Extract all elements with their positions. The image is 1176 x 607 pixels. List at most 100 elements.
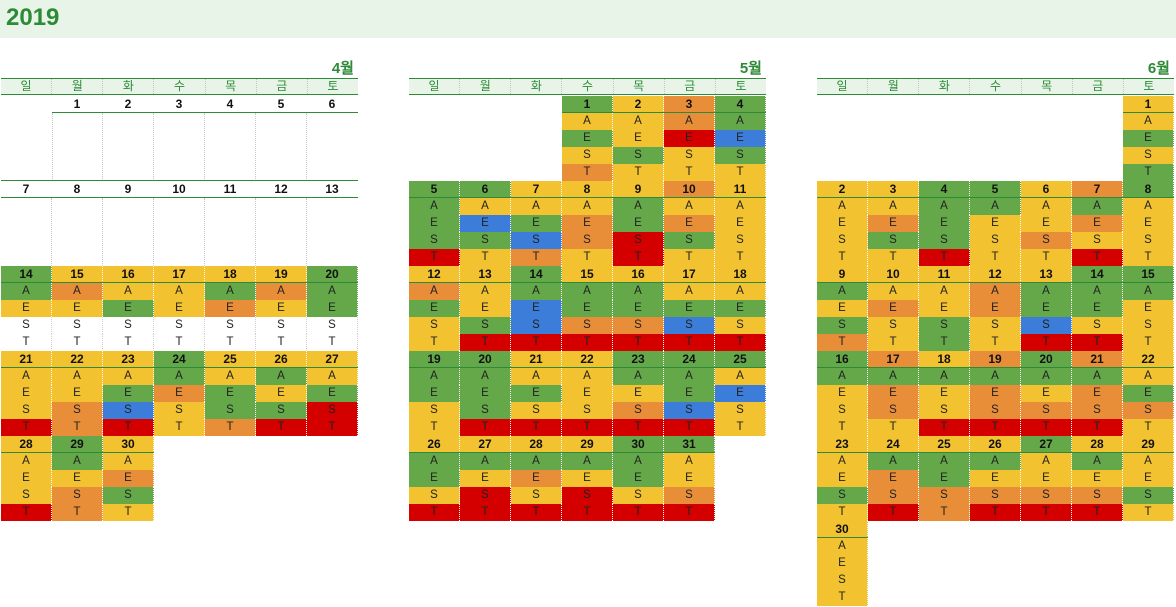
shift-cell[interactable]: T xyxy=(868,504,919,521)
shift-cell[interactable]: A xyxy=(562,368,613,385)
day-number[interactable]: 12 xyxy=(409,266,460,283)
day-number[interactable]: 28 xyxy=(1,436,52,453)
shift-cell[interactable]: A xyxy=(307,368,358,385)
day-number[interactable]: 17 xyxy=(664,266,715,283)
shift-cell[interactable]: T xyxy=(817,334,868,351)
day-number[interactable]: 18 xyxy=(715,266,766,283)
shift-cell[interactable]: T xyxy=(460,419,511,436)
shift-cell[interactable]: A xyxy=(664,113,715,130)
shift-cell[interactable]: A xyxy=(256,368,307,385)
shift-cell[interactable]: A xyxy=(1123,113,1174,130)
shift-cell[interactable]: T xyxy=(562,504,613,521)
shift-cell[interactable]: A xyxy=(1123,368,1174,385)
shift-cell[interactable]: T xyxy=(664,249,715,266)
shift-cell[interactable]: S xyxy=(409,487,460,504)
shift-cell[interactable]: S xyxy=(154,317,205,334)
shift-cell[interactable]: S xyxy=(1072,487,1123,504)
shift-cell[interactable]: A xyxy=(1,283,52,300)
day-number[interactable]: 14 xyxy=(1,266,52,283)
shift-cell[interactable]: A xyxy=(103,368,154,385)
shift-cell[interactable]: S xyxy=(511,487,562,504)
shift-cell[interactable]: S xyxy=(919,317,970,334)
shift-cell[interactable]: S xyxy=(460,317,511,334)
shift-cell[interactable]: S xyxy=(562,402,613,419)
shift-cell[interactable]: S xyxy=(1072,232,1123,249)
shift-cell[interactable]: T xyxy=(52,419,103,436)
shift-cell[interactable]: T xyxy=(103,334,154,351)
shift-cell[interactable]: E xyxy=(460,300,511,317)
shift-cell[interactable]: A xyxy=(970,453,1021,470)
shift-cell[interactable]: T xyxy=(103,419,154,436)
shift-cell[interactable]: A xyxy=(562,283,613,300)
shift-cell[interactable]: A xyxy=(1021,453,1072,470)
shift-cell[interactable]: T xyxy=(1072,249,1123,266)
shift-cell[interactable]: A xyxy=(409,283,460,300)
shift-cell[interactable]: A xyxy=(868,453,919,470)
shift-cell[interactable]: S xyxy=(256,317,307,334)
shift-cell[interactable]: S xyxy=(409,232,460,249)
shift-cell[interactable]: A xyxy=(409,198,460,215)
shift-cell[interactable]: E xyxy=(511,385,562,402)
day-number[interactable]: 30 xyxy=(817,521,868,538)
shift-cell[interactable]: A xyxy=(970,283,1021,300)
day-number[interactable]: 2 xyxy=(817,181,868,198)
shift-cell[interactable]: S xyxy=(817,487,868,504)
shift-cell[interactable]: T xyxy=(868,334,919,351)
shift-cell[interactable]: E xyxy=(307,300,358,317)
shift-cell[interactable]: T xyxy=(409,334,460,351)
shift-cell[interactable]: E xyxy=(256,300,307,317)
shift-cell[interactable]: E xyxy=(1021,385,1072,402)
shift-cell[interactable]: E xyxy=(664,130,715,147)
day-number[interactable]: 7 xyxy=(1,181,52,198)
day-number[interactable]: 20 xyxy=(307,266,358,283)
day-number[interactable]: 14 xyxy=(1072,266,1123,283)
day-number[interactable]: 26 xyxy=(409,436,460,453)
shift-cell[interactable]: T xyxy=(613,419,664,436)
shift-cell[interactable]: S xyxy=(613,147,664,164)
shift-cell[interactable]: S xyxy=(970,232,1021,249)
shift-cell[interactable]: A xyxy=(919,283,970,300)
shift-cell[interactable]: A xyxy=(1123,453,1174,470)
day-number[interactable]: 21 xyxy=(1,351,52,368)
shift-cell[interactable]: S xyxy=(511,317,562,334)
shift-cell[interactable]: E xyxy=(205,300,256,317)
shift-cell[interactable]: T xyxy=(1072,504,1123,521)
day-number[interactable]: 11 xyxy=(919,266,970,283)
shift-cell[interactable]: E xyxy=(1,385,52,402)
shift-cell[interactable]: E xyxy=(715,300,766,317)
shift-cell[interactable]: T xyxy=(715,334,766,351)
shift-cell[interactable]: E xyxy=(613,130,664,147)
shift-cell[interactable]: S xyxy=(52,487,103,504)
day-number[interactable]: 1 xyxy=(52,96,103,113)
shift-cell[interactable]: S xyxy=(409,402,460,419)
shift-cell[interactable]: S xyxy=(1123,147,1174,164)
shift-cell[interactable]: S xyxy=(664,232,715,249)
day-number[interactable]: 4 xyxy=(919,181,970,198)
shift-cell[interactable]: A xyxy=(970,368,1021,385)
day-number[interactable]: 6 xyxy=(307,96,358,113)
shift-cell[interactable]: S xyxy=(970,402,1021,419)
day-number[interactable]: 25 xyxy=(205,351,256,368)
shift-cell[interactable]: E xyxy=(154,385,205,402)
shift-cell[interactable]: A xyxy=(103,453,154,470)
shift-cell[interactable]: E xyxy=(511,215,562,232)
shift-cell[interactable]: A xyxy=(460,283,511,300)
day-number[interactable]: 20 xyxy=(460,351,511,368)
shift-cell[interactable]: T xyxy=(664,419,715,436)
shift-cell[interactable]: E xyxy=(562,215,613,232)
shift-cell[interactable]: T xyxy=(205,334,256,351)
shift-cell[interactable]: A xyxy=(307,283,358,300)
shift-cell[interactable]: A xyxy=(868,198,919,215)
shift-cell[interactable]: E xyxy=(613,300,664,317)
shift-cell[interactable]: T xyxy=(154,334,205,351)
shift-cell[interactable]: E xyxy=(307,385,358,402)
shift-cell[interactable]: E xyxy=(817,300,868,317)
shift-cell[interactable]: S xyxy=(1123,402,1174,419)
shift-cell[interactable]: A xyxy=(52,453,103,470)
shift-cell[interactable]: A xyxy=(1072,283,1123,300)
day-number[interactable]: 4 xyxy=(715,96,766,113)
day-number[interactable]: 21 xyxy=(1072,351,1123,368)
shift-cell[interactable]: S xyxy=(562,232,613,249)
shift-cell[interactable]: E xyxy=(1123,300,1174,317)
shift-cell[interactable]: T xyxy=(511,419,562,436)
